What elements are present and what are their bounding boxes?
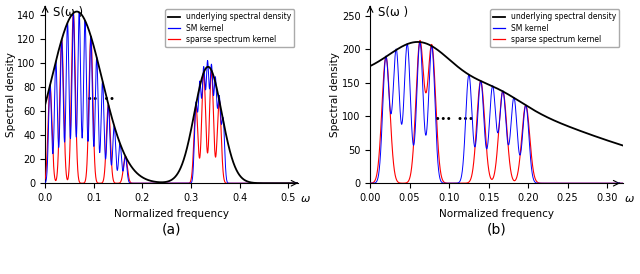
Y-axis label: Spectral density: Spectral density: [330, 52, 340, 137]
Legend: underlying spectral density, SM kernel, sparse spectrum kernel: underlying spectral density, SM kernel, …: [490, 9, 619, 47]
Legend: underlying spectral density, SM kernel, sparse spectrum kernel: underlying spectral density, SM kernel, …: [165, 9, 294, 47]
X-axis label: Normalized frequency: Normalized frequency: [439, 209, 554, 218]
Text: ω: ω: [625, 194, 635, 204]
Text: S(ω ): S(ω ): [378, 5, 408, 19]
Text: ••  ••: •• ••: [87, 95, 115, 104]
Text: •••  •••: ••• •••: [435, 115, 474, 124]
Text: S(ω ): S(ω ): [52, 5, 83, 19]
Text: (b): (b): [486, 222, 506, 236]
Text: (a): (a): [162, 222, 181, 236]
X-axis label: Normalized frequency: Normalized frequency: [114, 209, 229, 218]
Text: ω: ω: [300, 194, 310, 204]
Y-axis label: Spectral density: Spectral density: [6, 52, 15, 137]
